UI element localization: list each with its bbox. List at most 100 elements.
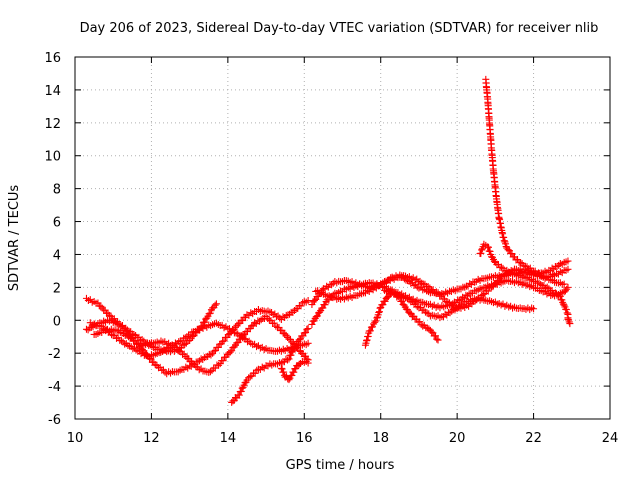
data-point xyxy=(461,283,469,291)
data-point xyxy=(283,356,291,364)
data-point xyxy=(562,306,570,314)
data-point xyxy=(302,352,310,360)
data-point xyxy=(484,287,492,295)
data-point xyxy=(565,318,573,326)
y-tick-label: -2 xyxy=(48,347,61,362)
data-point xyxy=(206,309,214,317)
data-point xyxy=(564,283,572,291)
data-point xyxy=(287,351,295,359)
data-point xyxy=(237,387,245,395)
data-point xyxy=(424,283,432,291)
data-point xyxy=(418,279,426,287)
data-point xyxy=(183,333,191,341)
data-point xyxy=(383,293,391,301)
data-point xyxy=(235,391,243,399)
y-tick-label: 10 xyxy=(44,150,61,165)
data-point xyxy=(121,340,129,348)
y-tick-label: -6 xyxy=(48,413,61,428)
data-point xyxy=(543,283,551,291)
data-point xyxy=(304,359,312,367)
data-point xyxy=(219,338,227,346)
y-tick-label: 4 xyxy=(53,248,61,263)
data-point xyxy=(477,249,485,257)
data-point xyxy=(437,292,445,300)
data-point xyxy=(321,301,329,309)
data-point xyxy=(323,282,331,290)
data-point xyxy=(175,338,183,346)
data-point xyxy=(280,368,288,376)
data-point xyxy=(462,291,470,299)
data-point xyxy=(500,233,508,241)
data-point xyxy=(372,317,380,325)
x-axis-label: GPS time / hours xyxy=(286,458,395,473)
data-point xyxy=(124,342,132,350)
data-point xyxy=(308,320,316,328)
data-points xyxy=(82,75,574,406)
data-point xyxy=(454,303,462,311)
data-point xyxy=(538,271,546,279)
data-point xyxy=(560,301,568,309)
data-point xyxy=(548,264,556,272)
data-point xyxy=(295,336,303,344)
data-point xyxy=(226,348,234,356)
data-point xyxy=(312,313,320,321)
data-point xyxy=(446,309,454,317)
y-tick-label: 0 xyxy=(53,314,61,329)
plot-frame xyxy=(74,56,611,420)
data-point xyxy=(279,313,287,321)
x-tick-label: 18 xyxy=(372,431,389,446)
data-point xyxy=(375,308,383,316)
data-point xyxy=(118,323,126,331)
data-point xyxy=(212,300,220,308)
data-point xyxy=(206,368,214,376)
data-point xyxy=(563,309,571,317)
x-tick-label: 22 xyxy=(525,431,542,446)
x-tick-label: 10 xyxy=(67,431,84,446)
data-point xyxy=(419,322,427,330)
data-point xyxy=(533,270,541,278)
data-point xyxy=(272,322,280,330)
data-point xyxy=(486,247,494,255)
data-point xyxy=(375,308,383,316)
data-point xyxy=(228,347,236,355)
data-point xyxy=(316,308,324,316)
data-point xyxy=(175,347,183,355)
data-point xyxy=(465,290,473,298)
x-tick-label: 14 xyxy=(220,431,237,446)
data-point xyxy=(299,299,307,307)
data-point xyxy=(297,302,305,310)
data-point xyxy=(181,334,189,342)
data-point xyxy=(432,288,440,296)
data-point xyxy=(471,278,479,286)
data-point xyxy=(91,321,99,329)
data-point xyxy=(373,314,381,322)
data-point xyxy=(215,361,223,369)
data-point xyxy=(466,280,474,288)
data-point xyxy=(497,263,505,271)
data-point xyxy=(381,297,389,305)
data-point xyxy=(403,295,411,303)
data-point xyxy=(556,292,564,300)
data-point xyxy=(129,345,137,353)
data-point xyxy=(113,327,121,335)
data-point xyxy=(197,355,205,363)
data-point xyxy=(205,350,213,358)
data-point xyxy=(151,361,159,369)
data-point xyxy=(82,325,90,333)
data-point xyxy=(500,237,508,245)
data-point xyxy=(265,316,273,324)
data-point xyxy=(251,319,259,327)
data-point xyxy=(423,309,431,317)
data-point xyxy=(214,343,222,351)
data-point xyxy=(97,302,105,310)
data-point xyxy=(517,259,525,267)
data-point xyxy=(479,290,487,298)
data-point xyxy=(313,312,321,320)
data-point xyxy=(304,339,312,347)
data-point xyxy=(484,243,492,251)
y-tick-label: 2 xyxy=(53,281,61,296)
data-point xyxy=(566,320,574,328)
